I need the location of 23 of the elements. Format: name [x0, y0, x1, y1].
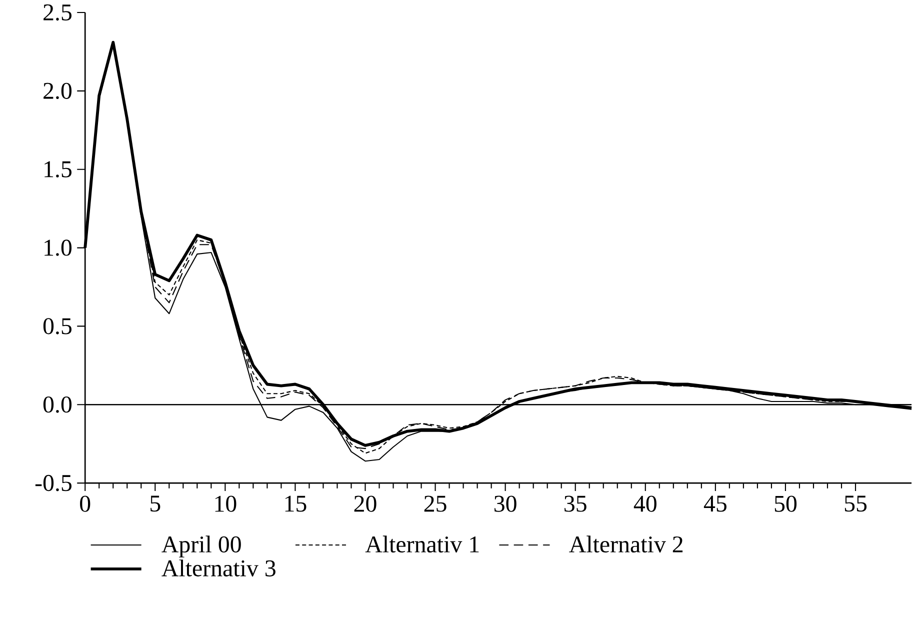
legend-label: Alternativ 2	[569, 536, 683, 552]
x-tick-label: 40	[634, 496, 656, 512]
y-tick-label: 2.5	[44, 4, 72, 20]
x-tick-label: 30	[494, 496, 516, 512]
y-tick-label: 1.5	[44, 161, 72, 178]
y-tick-label: 0.0	[43, 396, 72, 413]
x-tick-label: 5	[150, 496, 160, 512]
legend-label: April 00	[162, 536, 241, 558]
x-tick-label: 25	[424, 496, 446, 512]
x-tick-label: 45	[704, 496, 726, 512]
x-tick-label: 50	[774, 496, 797, 512]
y-tick-label: 2.0	[44, 82, 72, 99]
x-tick-label: 55	[844, 496, 867, 512]
y-tick-label: -0.5	[35, 474, 72, 492]
legend-label: Alternativ 1	[365, 536, 479, 552]
y-tick-label: 0.5	[43, 318, 72, 334]
x-tick-label: 35	[564, 496, 586, 512]
y-tick-label: 1.0	[44, 240, 72, 256]
legend-label: Alternativ 3	[162, 559, 276, 576]
x-tick-label: 15	[285, 496, 306, 512]
x-tick-label: 20	[354, 496, 376, 512]
x-tick-label: 10	[215, 496, 236, 512]
x-tick-label: 0	[80, 496, 90, 512]
